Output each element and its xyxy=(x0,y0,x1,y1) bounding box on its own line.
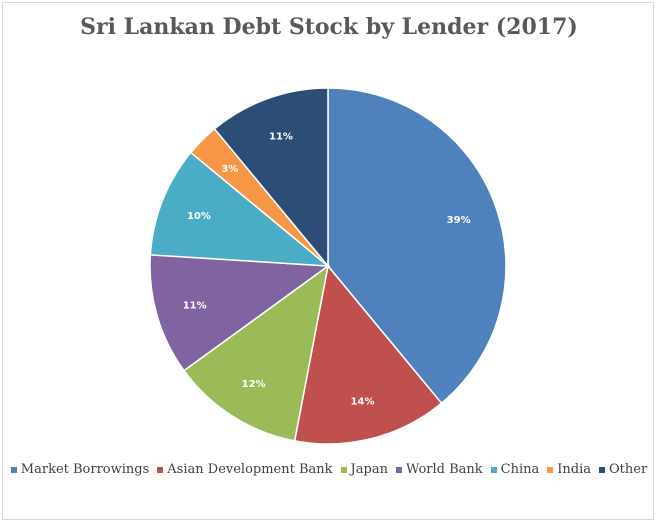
chart-legend: Market Borrowings Asian Development Bank J… xyxy=(0,462,658,477)
legend-swatch xyxy=(10,466,17,473)
legend-label: India xyxy=(557,462,592,477)
legend-swatch xyxy=(157,466,164,473)
pie-slice-other xyxy=(213,87,329,269)
pie-slice-asian-development-bank xyxy=(293,264,443,445)
legend-swatch xyxy=(395,466,402,473)
legend-swatch xyxy=(340,466,347,473)
data-label-japan: 12% xyxy=(242,379,266,390)
legend-label: Japan xyxy=(350,462,388,477)
data-label-china: 10% xyxy=(187,211,211,222)
legend-swatch xyxy=(490,466,497,473)
legend-swatch xyxy=(599,466,606,473)
data-label-world-bank: 11% xyxy=(183,301,207,312)
legend-item-world-bank: World Bank xyxy=(395,462,483,477)
legend-item-japan: Japan xyxy=(340,462,388,477)
legend-item-india: India xyxy=(547,462,591,477)
chart-title: Sri Lankan Debt Stock by Lender (2017) xyxy=(80,14,578,40)
legend-label: China xyxy=(500,462,540,477)
legend-item-asian-development-bank: Asian Development Bank xyxy=(157,462,333,477)
legend-item-china: China xyxy=(490,462,540,477)
data-label-market-borrowings: 39% xyxy=(447,215,471,226)
legend-label: Market Borrowings xyxy=(20,462,150,477)
legend-swatch xyxy=(547,466,554,473)
legend-item-market-borrowings: Market Borrowings xyxy=(10,462,150,477)
pie-slice-japan xyxy=(182,264,330,442)
pie-slice-china xyxy=(149,151,331,267)
pie-slice-world-bank xyxy=(149,254,331,372)
legend-label: World Bank xyxy=(405,462,483,477)
pie-slice-market-borrowings xyxy=(327,87,507,405)
data-label-other: 11% xyxy=(269,131,293,142)
legend-label: Asian Development Bank xyxy=(167,462,333,477)
data-label-asian-development-bank: 14% xyxy=(351,396,375,407)
legend-label: Other xyxy=(609,462,648,477)
data-label-india: 3% xyxy=(221,164,238,175)
legend-item-other: Other xyxy=(599,462,647,477)
